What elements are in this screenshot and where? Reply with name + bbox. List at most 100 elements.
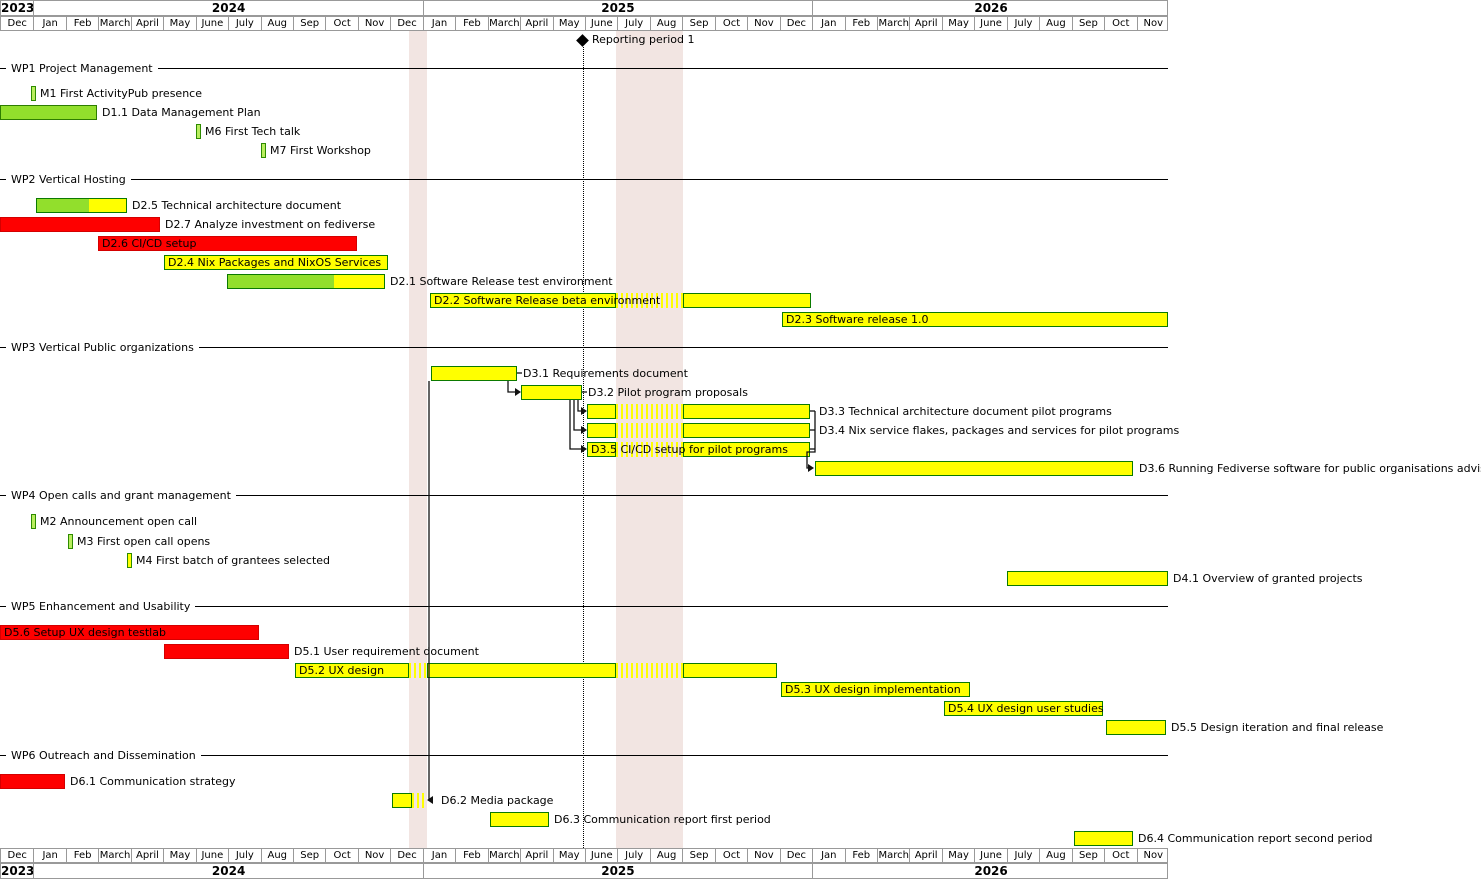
- task-bar-progress-D2.1: [228, 275, 334, 288]
- month-cell: Sep: [292, 17, 325, 30]
- wp-header-label: WP6 Outreach and Dissemination: [11, 748, 196, 762]
- month-cell: Dec: [7, 850, 27, 861]
- task-bar-D2.5: [36, 198, 127, 213]
- month-cell: May: [941, 849, 974, 862]
- month-cell: Aug: [260, 17, 293, 30]
- month-cell: Feb: [844, 849, 877, 862]
- task-bar-D6.2: [392, 793, 412, 808]
- wp-header-line: [195, 605, 1168, 607]
- wp-header-line: [198, 346, 1168, 348]
- month-cell: Dec: [390, 849, 422, 862]
- wp-header-line: [235, 494, 1168, 496]
- year-cell-2026: 2026: [812, 1, 1167, 15]
- task-bar-D5.6: [0, 625, 259, 640]
- month-cell: Nov: [1136, 849, 1167, 862]
- month-cell: Jan: [812, 849, 844, 862]
- task-bar-D3.3: [587, 404, 616, 419]
- task-label-D3.4: D3.4 Nix service flakes, packages and se…: [819, 424, 1180, 437]
- month-cell: Jan: [422, 17, 455, 30]
- task-label-D6.1: D6.1 Communication strategy: [70, 775, 236, 788]
- month-cell: Nov: [1136, 17, 1167, 30]
- month-cell: Feb: [455, 849, 487, 862]
- years-row: 2023 2024 2025 2026: [0, 863, 1168, 879]
- month-cell: June: [195, 17, 228, 30]
- month-cell: April: [909, 849, 941, 862]
- month-cell: July: [1006, 849, 1039, 862]
- wp-header: WP5 Enhancement and Usability: [0, 598, 1168, 614]
- wp-header-line: [130, 178, 1168, 180]
- month-cell: Dec: [390, 17, 422, 30]
- task-bar-D3.1: [431, 366, 517, 381]
- task-label-D4.1: D4.1 Overview of granted projects: [1173, 572, 1363, 585]
- task-bar-D2.3: [782, 312, 1168, 327]
- milestone-M4: [127, 553, 132, 568]
- month-cell: Nov: [747, 17, 779, 30]
- task-bar-D1.1: [0, 105, 97, 120]
- task-bar-D2.2: [430, 293, 616, 308]
- task-label-D5.2: D5.2 UX design: [299, 664, 385, 677]
- month-cell: Nov: [357, 17, 390, 30]
- month-cell: April: [909, 17, 941, 30]
- month-cell: July: [228, 849, 260, 862]
- task-label-D5.6: D5.6 Setup UX design testlab: [4, 626, 166, 639]
- task-label-D2.2: D2.2 Software Release beta environment: [434, 294, 661, 307]
- month-cell: Oct: [714, 849, 747, 862]
- task-label-D5.3: D5.3 UX design implementation: [785, 683, 961, 696]
- wp-header-label: WP3 Vertical Public organizations: [11, 340, 194, 354]
- month-cell: March: [876, 849, 909, 862]
- highlight-band: [616, 31, 683, 848]
- wp-header-label: WP1 Project Management: [11, 61, 153, 75]
- connector-d3.2-to-d3.3: [577, 400, 581, 412]
- task-bar-D6.1: [0, 774, 65, 789]
- month-cell: March: [876, 17, 909, 30]
- wp-header-label: WP2 Vertical Hosting: [11, 172, 126, 186]
- task-bar-D6.3: [490, 812, 549, 827]
- task-label-D1.1: D1.1 Data Management Plan: [102, 106, 261, 119]
- task-label-D2.7: D2.7 Analyze investment on fediverse: [165, 218, 376, 231]
- month-cell: Sep: [682, 17, 714, 30]
- month-cell: Jan: [422, 849, 455, 862]
- months-row: Dec Jan Feb March April May June July Aug Sep Oct N…: [0, 848, 1168, 863]
- month-cell: July: [617, 17, 649, 30]
- task-label-D5.5: D5.5 Design iteration and final release: [1171, 721, 1384, 734]
- year-cell-2023: 2023: [1, 864, 34, 878]
- wp-header: WP2 Vertical Hosting: [0, 171, 1168, 187]
- connector-d3.2-to-d3.4: [573, 400, 581, 431]
- task-label-D2.1: D2.1 Software Release test environment: [390, 275, 613, 288]
- wp-header-label: WP4 Open calls and grant management: [11, 488, 231, 502]
- task-label-D6.4: D6.4 Communication report second period: [1138, 832, 1373, 845]
- task-bar-D5.2: [427, 663, 616, 678]
- reporting-period-diamond-icon: [576, 34, 589, 47]
- month-cell: July: [617, 849, 649, 862]
- task-bar-hatch-D3.3: [616, 404, 683, 419]
- milestone-M7: [261, 143, 266, 158]
- month-cell: Jan: [33, 849, 65, 862]
- task-bar-D6.4: [1074, 831, 1133, 846]
- month-cell: Aug: [649, 17, 682, 30]
- task-label-D6.2: D6.2 Media package: [441, 794, 554, 807]
- month-cell: Feb: [455, 17, 487, 30]
- month-cell: March: [487, 849, 520, 862]
- month-cell: Oct: [1104, 849, 1136, 862]
- month-cell: June: [974, 17, 1006, 30]
- month-cell: Feb: [65, 17, 98, 30]
- task-bar-D3.2: [521, 385, 582, 400]
- month-cell: July: [1006, 17, 1039, 30]
- task-label-D5.4: D5.4 UX design user studies: [948, 702, 1104, 715]
- task-bar-D3.5: [587, 442, 616, 457]
- wp-header: WP3 Vertical Public organizations: [0, 339, 1168, 355]
- task-bar-D2.6: [98, 236, 357, 251]
- reporting-period-line: [583, 47, 584, 848]
- month-cell: Nov: [747, 849, 779, 862]
- month-cell: June: [195, 849, 228, 862]
- connector-arrowhead-icon: [808, 464, 814, 472]
- wp-header: WP6 Outreach and Dissemination: [0, 747, 1168, 763]
- task-bar-D3.6: [815, 461, 1133, 476]
- month-cell: Aug: [1039, 849, 1071, 862]
- task-label-M4: M4 First batch of grantees selected: [136, 554, 331, 567]
- wp-header-label: WP5 Enhancement and Usability: [11, 599, 191, 613]
- wp-header-line: [200, 754, 1168, 756]
- month-cell: Nov: [357, 849, 390, 862]
- task-bar-hatch-D6.2: [412, 793, 427, 808]
- month-cell: Jan: [33, 17, 65, 30]
